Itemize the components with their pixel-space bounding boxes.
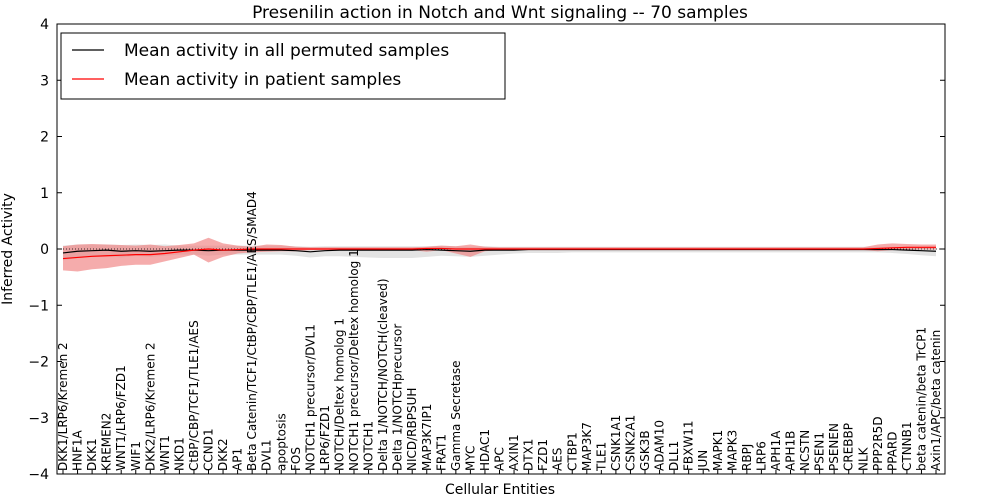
x-category-label: PPARD: [885, 432, 899, 472]
x-category-label: AES: [551, 448, 565, 471]
x-category-label: APH1A: [769, 430, 783, 471]
x-category-label: NLK: [856, 446, 870, 471]
x-category-label: ADAM10: [653, 420, 667, 471]
x-category-label: DKK1/LRP6/Kremen 2: [56, 342, 70, 471]
x-category-label: LRP6: [754, 441, 768, 471]
x-category-label: beta catenin/beta TrCP1: [914, 327, 928, 471]
x-category-label: FZD1: [536, 439, 550, 471]
x-category-label: WNT1: [158, 435, 172, 471]
x-category-label: NOTCH/Deltex homolog 1: [332, 318, 346, 471]
x-category-label: APH1B: [784, 431, 798, 471]
x-category-label: TLE1: [594, 442, 608, 472]
x-category-label: FBXW11: [682, 421, 696, 472]
x-category-label: MAPK1: [711, 430, 725, 471]
x-category-label: DTX1: [522, 439, 536, 471]
x-category-label: AXIN1: [507, 434, 521, 471]
x-category-label: NOTCH1 precursor/Deltex homolog 1: [347, 249, 361, 471]
x-category-label: HNF1A: [71, 429, 85, 471]
x-category-label: DKK2: [216, 438, 230, 471]
y-tick-label: 1: [40, 186, 49, 202]
confidence-bands: [57, 237, 945, 272]
x-category-label: DVL1: [260, 439, 274, 471]
x-category-label: DLL1: [667, 441, 681, 471]
x-category-label: NKD1: [172, 437, 186, 471]
x-category-label: CSNK1A1: [609, 415, 623, 471]
x-category-label: APC: [493, 447, 507, 471]
x-category-label: Axin1/APC/beta catenin: [929, 330, 943, 471]
y-tick-label: −3: [28, 411, 49, 427]
y-axis-ticks: 4 3 2 1 0 −1 −2 −3 −4: [28, 17, 945, 483]
x-category-label: GSK3B: [638, 430, 652, 471]
x-category-label: MYC: [463, 446, 477, 471]
x-category-label: Delta 1/NOTCHprecursor: [391, 324, 405, 471]
x-category-label: LRP6/FZD1: [318, 405, 332, 471]
band-patient: [63, 237, 936, 272]
x-category-label: FOS: [289, 447, 303, 471]
x-category-label: Gamma Secretase: [449, 360, 463, 471]
x-category-label: apoptosis: [274, 413, 288, 471]
series-line-patient: [62, 246, 936, 260]
y-tick-label: −4: [28, 467, 49, 483]
legend: Mean activity in all permuted samples Mea…: [60, 32, 506, 100]
y-tick-label: 2: [40, 130, 49, 146]
x-category-label: CREBBP: [842, 423, 856, 471]
x-category-label: KREMEN2: [100, 413, 114, 471]
x-category-label: WNT1/LRP6/FZD1: [114, 365, 128, 471]
series-lines: [62, 246, 937, 260]
x-category-label: PPP2R5D: [871, 416, 885, 471]
x-category-label: Delta 1/NOTCH/NOTCH(cleaved): [376, 278, 390, 471]
x-category-label: NOTCH1: [362, 421, 376, 471]
x-category-label: DKK1: [85, 438, 99, 471]
x-category-label: MAP3K7: [580, 422, 594, 471]
x-category-label: CSNK2A1: [623, 415, 637, 471]
x-category-label: CtBP/CBP/TCF1/TLE1/AES: [187, 320, 201, 471]
x-category-label: NOTCH1 precursor/DVL1: [303, 324, 317, 471]
x-axis-category-labels: DKK1/LRP6/Kremen 2 HNF1A DKK1 KREMEN2 WNT1/L…: [56, 191, 943, 474]
x-category-label: AP1: [231, 448, 245, 471]
y-tick-label: 0: [40, 242, 49, 258]
x-category-label: CCND1: [202, 428, 216, 471]
y-tick-label: −2: [28, 355, 49, 371]
x-category-label: NCSTN: [798, 430, 812, 471]
x-category-label: RBPJ: [740, 444, 754, 471]
legend-box: [60, 32, 506, 100]
y-axis-title: Inferred Activity: [0, 193, 16, 305]
x-category-label: FRAT1: [434, 434, 448, 471]
y-tick-label: 4: [40, 17, 49, 33]
x-axis-title: Cellular Entities: [445, 482, 555, 498]
chart-title: Presenilin action in Notch and Wnt signa…: [252, 3, 748, 23]
x-category-label: MAP3K7IP1: [420, 404, 434, 471]
x-category-label: DKK2/LRP6/Kremen 2: [143, 342, 157, 471]
legend-label: Mean activity in all permuted samples: [124, 41, 449, 61]
legend-label: Mean activity in patient samples: [124, 70, 401, 90]
x-category-label: CTBP1: [565, 432, 579, 471]
x-category-label: Beta Catenin/TCF1/CtBP/CBP/TLE1/AES/SMAD…: [245, 191, 259, 471]
y-tick-label: 3: [40, 73, 49, 89]
x-category-label: PSEN1: [813, 432, 827, 471]
x-category-label: PSENEN: [827, 423, 841, 471]
plot-frame: [56, 23, 946, 475]
y-tick-label: −1: [28, 298, 49, 314]
x-category-label: JUN: [696, 450, 710, 472]
x-category-label: MAPK3: [725, 430, 739, 471]
x-category-label: WIF1: [129, 441, 143, 471]
x-category-label: HDAC1: [478, 429, 492, 471]
x-category-label: NICD/RBPSUH: [405, 388, 419, 471]
x-category-label: CTNNB1: [900, 421, 914, 471]
